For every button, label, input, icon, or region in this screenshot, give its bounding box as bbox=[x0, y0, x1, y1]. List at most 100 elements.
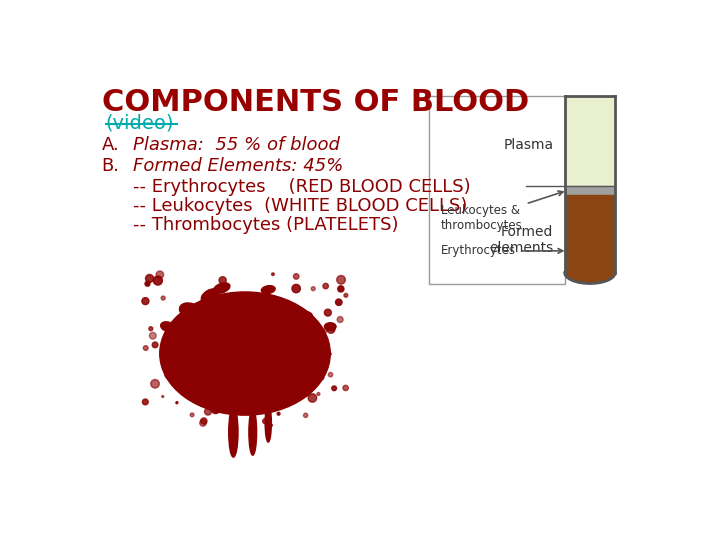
Circle shape bbox=[292, 285, 300, 293]
Circle shape bbox=[165, 370, 174, 379]
Circle shape bbox=[336, 299, 342, 306]
Circle shape bbox=[328, 373, 333, 377]
Circle shape bbox=[271, 403, 274, 407]
Circle shape bbox=[317, 393, 320, 395]
Circle shape bbox=[327, 326, 335, 333]
Circle shape bbox=[176, 402, 178, 404]
Circle shape bbox=[170, 347, 179, 356]
Text: A.: A. bbox=[102, 136, 120, 154]
Circle shape bbox=[338, 286, 344, 292]
Circle shape bbox=[162, 396, 163, 397]
Circle shape bbox=[308, 394, 317, 402]
Circle shape bbox=[343, 385, 348, 390]
Text: COMPONENTS OF BLOOD: COMPONENTS OF BLOOD bbox=[102, 88, 529, 117]
Circle shape bbox=[194, 321, 202, 329]
Text: Erythrocytes: Erythrocytes bbox=[441, 245, 563, 258]
Circle shape bbox=[271, 273, 274, 275]
Ellipse shape bbox=[271, 377, 282, 384]
Bar bbox=[565, 186, 616, 195]
Text: B.: B. bbox=[102, 157, 120, 175]
Ellipse shape bbox=[277, 360, 290, 370]
Ellipse shape bbox=[286, 312, 312, 327]
Circle shape bbox=[251, 316, 255, 321]
Circle shape bbox=[149, 332, 156, 339]
Circle shape bbox=[254, 394, 264, 403]
Ellipse shape bbox=[160, 292, 330, 415]
Circle shape bbox=[188, 357, 196, 365]
Circle shape bbox=[218, 326, 225, 333]
Circle shape bbox=[149, 327, 153, 330]
Circle shape bbox=[308, 382, 313, 388]
Ellipse shape bbox=[325, 323, 336, 330]
Ellipse shape bbox=[261, 286, 275, 294]
Bar bbox=[565, 96, 616, 186]
Circle shape bbox=[265, 416, 271, 423]
Ellipse shape bbox=[265, 403, 271, 442]
Circle shape bbox=[150, 380, 159, 388]
Text: Formed
elements: Formed elements bbox=[489, 225, 554, 255]
Circle shape bbox=[219, 276, 226, 284]
Text: -- Erythrocytes    (RED BLOOD CELLS): -- Erythrocytes (RED BLOOD CELLS) bbox=[132, 178, 470, 196]
Circle shape bbox=[281, 338, 283, 340]
Ellipse shape bbox=[161, 322, 174, 332]
Circle shape bbox=[145, 274, 153, 282]
Circle shape bbox=[277, 389, 284, 396]
Circle shape bbox=[323, 284, 328, 289]
Text: Formed Elements: 45%: Formed Elements: 45% bbox=[132, 157, 343, 175]
Circle shape bbox=[344, 293, 348, 297]
Ellipse shape bbox=[249, 409, 256, 455]
Circle shape bbox=[283, 308, 287, 311]
Circle shape bbox=[203, 335, 205, 336]
Circle shape bbox=[145, 281, 150, 286]
Circle shape bbox=[202, 342, 204, 345]
Circle shape bbox=[269, 317, 271, 319]
Circle shape bbox=[302, 390, 309, 397]
Circle shape bbox=[195, 384, 204, 394]
Circle shape bbox=[300, 336, 307, 344]
Ellipse shape bbox=[179, 357, 187, 365]
Ellipse shape bbox=[208, 376, 220, 384]
Ellipse shape bbox=[222, 390, 237, 401]
Circle shape bbox=[215, 377, 223, 386]
Circle shape bbox=[169, 349, 171, 352]
Circle shape bbox=[311, 287, 315, 291]
Circle shape bbox=[206, 373, 213, 380]
Circle shape bbox=[284, 363, 293, 372]
Circle shape bbox=[204, 408, 212, 415]
Circle shape bbox=[152, 342, 158, 348]
Circle shape bbox=[323, 329, 327, 333]
Circle shape bbox=[264, 349, 266, 353]
Circle shape bbox=[238, 304, 241, 307]
Circle shape bbox=[156, 271, 163, 279]
Circle shape bbox=[201, 418, 207, 424]
Bar bbox=[429, 96, 565, 284]
Ellipse shape bbox=[311, 333, 326, 343]
Bar bbox=[565, 195, 616, 273]
Circle shape bbox=[277, 413, 280, 415]
Circle shape bbox=[143, 399, 148, 405]
Ellipse shape bbox=[229, 407, 238, 457]
Ellipse shape bbox=[202, 289, 219, 303]
Circle shape bbox=[321, 376, 324, 379]
Circle shape bbox=[143, 346, 148, 350]
Circle shape bbox=[307, 323, 315, 330]
Circle shape bbox=[325, 309, 331, 316]
Circle shape bbox=[153, 276, 163, 285]
Circle shape bbox=[205, 343, 210, 348]
Circle shape bbox=[330, 327, 335, 331]
Circle shape bbox=[270, 424, 272, 427]
Ellipse shape bbox=[191, 343, 206, 356]
Text: Leukocytes &
thrombocytes: Leukocytes & thrombocytes bbox=[441, 191, 563, 232]
Circle shape bbox=[337, 275, 346, 284]
Circle shape bbox=[315, 370, 318, 373]
Circle shape bbox=[263, 418, 268, 424]
Text: Plasma:  55 % of blood: Plasma: 55 % of blood bbox=[132, 136, 340, 154]
Circle shape bbox=[211, 405, 220, 414]
Ellipse shape bbox=[250, 394, 264, 401]
Ellipse shape bbox=[301, 350, 313, 357]
Circle shape bbox=[328, 353, 331, 355]
Circle shape bbox=[337, 316, 343, 322]
Text: (video): (video) bbox=[106, 113, 174, 132]
Circle shape bbox=[142, 298, 149, 305]
Circle shape bbox=[303, 413, 308, 417]
